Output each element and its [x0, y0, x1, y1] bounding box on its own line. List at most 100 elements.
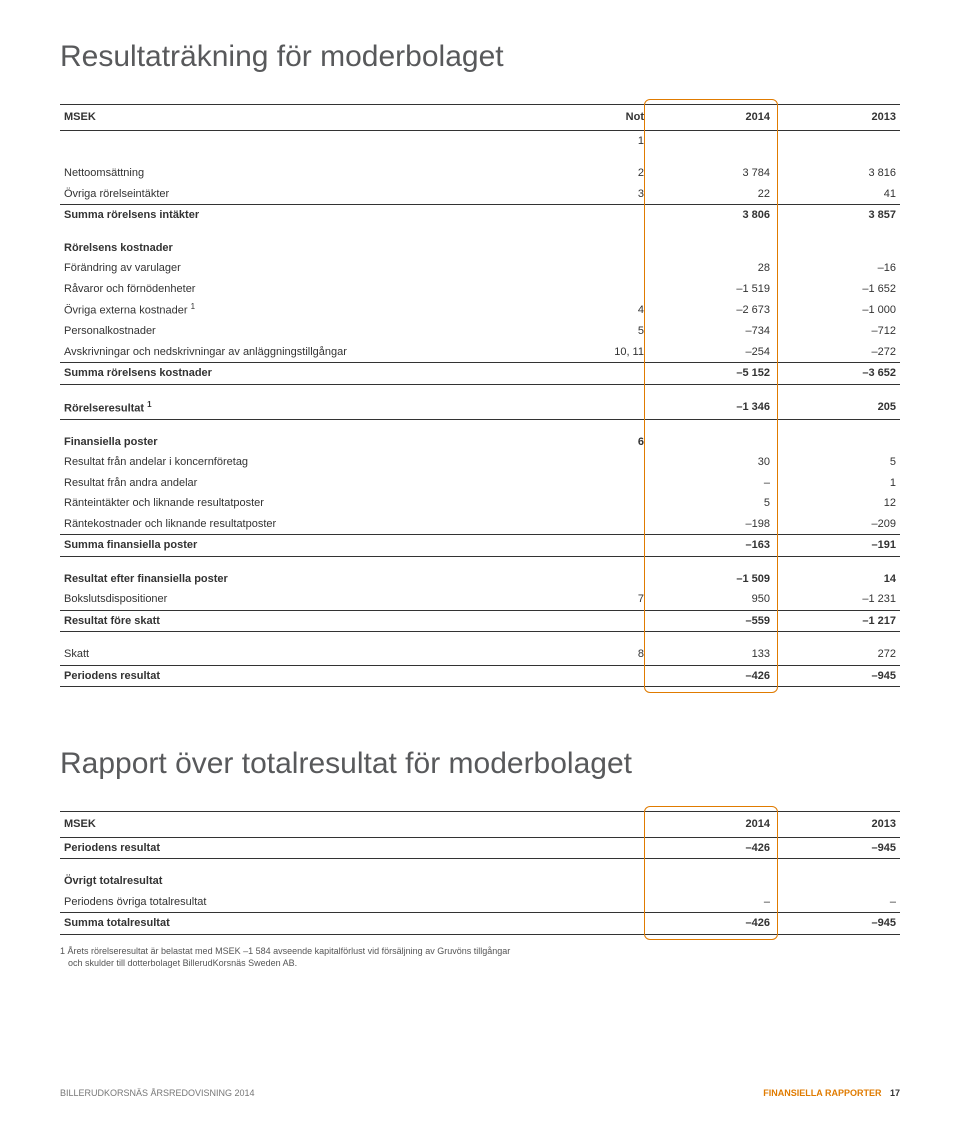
- table-row: Finansiella poster6: [60, 419, 900, 452]
- row-2013: –1 217: [774, 610, 900, 632]
- footer-right: FINANSIELLA RAPPORTER: [763, 1088, 881, 1098]
- row-2014: 133: [648, 632, 774, 666]
- table-row: Övriga externa kostnader 14–2 673–1 000: [60, 299, 900, 321]
- table-row: Skatt8133272: [60, 632, 900, 666]
- row-label: Övriga externa kostnader 1: [60, 299, 547, 321]
- row-not: 2: [547, 151, 648, 184]
- row-2014: 950: [648, 589, 774, 610]
- row-2013: 3 816: [774, 151, 900, 184]
- page-title-2: Rapport över totalresultat för moderbola…: [60, 747, 900, 781]
- row-2013: 5: [774, 452, 900, 473]
- row-2013: –3 652: [774, 363, 900, 385]
- row-2013: –1 231: [774, 589, 900, 610]
- row-label: Summa rörelsens intäkter: [60, 205, 547, 226]
- table-row: Bokslutsdispositioner7950–1 231: [60, 589, 900, 610]
- row-2013: –: [774, 892, 900, 913]
- row-label: Summa finansiella poster: [60, 535, 547, 557]
- row-not: [547, 452, 648, 473]
- row-not: [547, 535, 648, 557]
- row-label: Avskrivningar och nedskrivningar av anlä…: [60, 342, 547, 363]
- row-label: Räntekostnader och liknande resultatpost…: [60, 514, 547, 535]
- row-2014: –1 519: [648, 279, 774, 300]
- footer-left: BILLERUDKORSNÄS ÅRSREDOVISNING 2014: [60, 1088, 255, 1098]
- row-label: Nettoomsättning: [60, 151, 547, 184]
- row-not: [547, 514, 648, 535]
- row-label: Resultat före skatt: [60, 610, 547, 632]
- footnote-line2: och skulder till dotterbolaget BillerudK…: [60, 958, 297, 968]
- row-2013: 12: [774, 493, 900, 514]
- row-2013: –16: [774, 258, 900, 279]
- row-label: Resultat efter finansiella poster: [60, 556, 547, 589]
- row-2013: 272: [774, 632, 900, 666]
- row-2013: 41: [774, 184, 900, 205]
- row-not: [547, 610, 648, 632]
- row-2013: –945: [774, 665, 900, 687]
- row-2014: [648, 859, 774, 892]
- table-row: Periodens resultat–426–945: [60, 837, 900, 859]
- footnote-line1: 1 Årets rörelseresultat är belastat med …: [60, 946, 510, 956]
- row-2013: 1: [774, 473, 900, 494]
- row-not: [547, 279, 648, 300]
- row-2014: –734: [648, 321, 774, 342]
- row-2013: –712: [774, 321, 900, 342]
- table-row: Resultat från andra andelar –1: [60, 473, 900, 494]
- row-2014: –426: [648, 837, 774, 859]
- page-title-1: Resultaträkning för moderbolaget: [60, 40, 900, 74]
- table-row: Rörelseresultat 1–1 346205: [60, 384, 900, 419]
- row-2013: –191: [774, 535, 900, 557]
- row-2014: 5: [648, 493, 774, 514]
- row-2013: [774, 859, 900, 892]
- row-2014: 30: [648, 452, 774, 473]
- table-row: Rörelsens kostnader: [60, 226, 900, 259]
- row-2014: –426: [648, 665, 774, 687]
- table-row: Summa rörelsens intäkter 3 8063 857: [60, 205, 900, 226]
- row-2014: [648, 419, 774, 452]
- table-row: Övriga rörelseintäkter32241: [60, 184, 900, 205]
- comprehensive-income-table: MSEK 2014 2013 Periodens resultat–426–94…: [60, 811, 900, 935]
- table-row: Summa rörelsens kostnader–5 152–3 652: [60, 363, 900, 385]
- row-2014: 3 806: [648, 205, 774, 226]
- t1-not-1: 1: [547, 130, 648, 151]
- table-row: Förändring av varulager 28–16: [60, 258, 900, 279]
- row-not: [547, 258, 648, 279]
- row-label: Bokslutsdispositioner: [60, 589, 547, 610]
- table-row: Resultat före skatt–559–1 217: [60, 610, 900, 632]
- row-2014: –254: [648, 342, 774, 363]
- t1-head-2014: 2014: [648, 105, 774, 131]
- income-statement-table: MSEK Not 2014 2013 1 Nettoomsättning23 7…: [60, 104, 900, 687]
- table-row: Resultat från andelar i koncernföretag30…: [60, 452, 900, 473]
- row-label: Periodens övriga totalresultat: [60, 892, 547, 913]
- row-2013: 3 857: [774, 205, 900, 226]
- table-row: Avskrivningar och nedskrivningar av anlä…: [60, 342, 900, 363]
- footer-page: 17: [890, 1088, 900, 1098]
- row-not: 4: [547, 299, 648, 321]
- table-row: Periodens övriga totalresultat––: [60, 892, 900, 913]
- row-not: [547, 226, 648, 259]
- row-2014: 28: [648, 258, 774, 279]
- table-row: Summa totalresultat–426–945: [60, 913, 900, 935]
- row-label: Förändring av varulager: [60, 258, 547, 279]
- row-label: Övriga rörelseintäkter: [60, 184, 547, 205]
- row-2014: –1 346: [648, 384, 774, 419]
- row-not: [547, 363, 648, 385]
- t1-head-label: MSEK: [60, 105, 547, 131]
- row-2014: –1 509: [648, 556, 774, 589]
- row-2014: –: [648, 473, 774, 494]
- table-row: Räntekostnader och liknande resultatpost…: [60, 514, 900, 535]
- row-label: Skatt: [60, 632, 547, 666]
- row-not: [547, 384, 648, 419]
- row-not: 8: [547, 632, 648, 666]
- table-row: Periodens resultat–426–945: [60, 665, 900, 687]
- row-not: [547, 205, 648, 226]
- row-label: Resultat från andra andelar: [60, 473, 547, 494]
- row-2013: [774, 226, 900, 259]
- row-not: 6: [547, 419, 648, 452]
- row-2013: –272: [774, 342, 900, 363]
- row-not: 7: [547, 589, 648, 610]
- row-label: Finansiella poster: [60, 419, 547, 452]
- row-2014: –2 673: [648, 299, 774, 321]
- page-footer: BILLERUDKORSNÄS ÅRSREDOVISNING 2014 FINA…: [60, 1088, 900, 1098]
- row-2014: –5 152: [648, 363, 774, 385]
- table-row: Nettoomsättning23 7843 816: [60, 151, 900, 184]
- t2-head-2014: 2014: [648, 812, 774, 838]
